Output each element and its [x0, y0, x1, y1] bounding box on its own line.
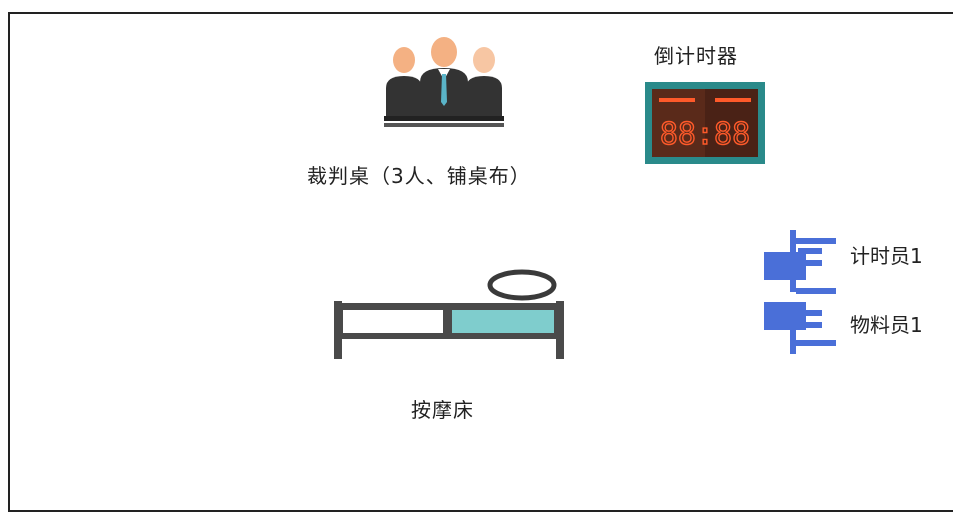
massage-bed-icon	[330, 266, 570, 366]
judges-table-label: 裁判桌（3人、铺桌布）	[307, 164, 531, 188]
staff-icon	[762, 228, 838, 364]
timekeeper-label: 计时员1	[850, 244, 923, 268]
timer-display: 88:88	[660, 117, 750, 152]
materials-staff-label: 物料员1	[850, 313, 923, 337]
massage-bed-label: 按摩床	[411, 398, 474, 422]
countdown-timer-label: 倒计时器	[654, 44, 738, 68]
countdown-timer-icon: 88:88	[645, 82, 765, 168]
judges-table-icon	[384, 36, 504, 136]
